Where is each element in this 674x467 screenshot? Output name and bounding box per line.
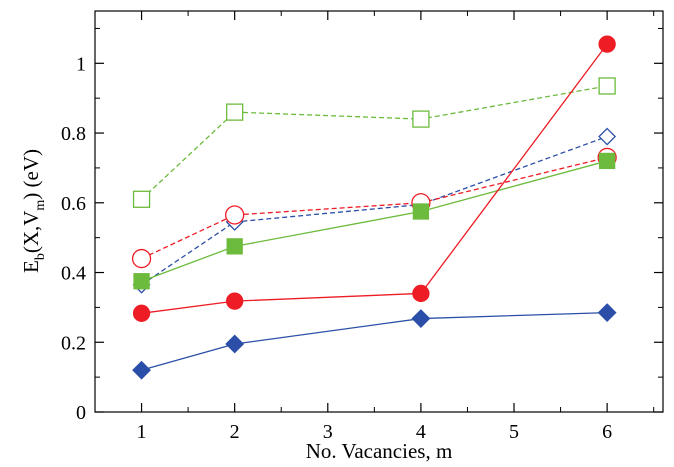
diamond-point: [598, 127, 617, 146]
y-axis-title: Eb(X,Vm) (eV): [19, 149, 48, 273]
diamond-point: [411, 309, 431, 328]
y-axis-title-group: Eb(X,Vm) (eV): [19, 149, 48, 273]
circle-point: [412, 284, 430, 303]
y-tick-label: 0.4: [61, 263, 86, 285]
y-tick-label: 0.8: [61, 123, 86, 145]
series-line: [141, 311, 608, 371]
circle-point: [226, 292, 244, 310]
series-line: [141, 43, 608, 314]
y-tick-label: 0.2: [61, 332, 86, 354]
square-point: [133, 273, 150, 290]
y-tick-label: 1: [76, 53, 86, 75]
x-tick-label: 1: [137, 421, 147, 443]
circle-point: [131, 248, 152, 269]
square-point: [226, 103, 244, 121]
series-4: [132, 35, 616, 322]
y-tick-label: 0.6: [61, 193, 86, 215]
square-point: [412, 110, 430, 128]
square-point: [226, 238, 243, 255]
series-0: [132, 77, 616, 208]
x-tick-label: 4: [416, 421, 426, 443]
x-tick-label: 2: [230, 421, 240, 443]
diamond-point: [597, 303, 617, 323]
axis-ticks: 1 2 3 4 5 6 0 0.2 0.4 0.6 0.8 1: [61, 11, 663, 443]
circle-point: [225, 205, 245, 225]
series-1: [132, 127, 617, 294]
x-tick-label: 6: [602, 421, 612, 443]
square-point: [132, 190, 151, 208]
square-point: [412, 203, 430, 220]
series-line: [141, 85, 608, 200]
square-point: [598, 152, 616, 170]
series-line: [141, 160, 608, 282]
series-layer: [131, 35, 617, 380]
plot-frame: [94, 10, 664, 413]
series-2: [131, 147, 617, 269]
series-3: [133, 152, 616, 290]
y-tick-label: 0: [76, 402, 86, 424]
x-tick-label: 3: [323, 421, 333, 443]
x-tick-label: 5: [509, 421, 519, 443]
series-line: [141, 135, 608, 286]
diamond-point: [225, 334, 245, 354]
x-axis-title: No. Vacancies, m: [306, 439, 453, 463]
circle-point: [132, 304, 151, 322]
circle-point: [598, 35, 616, 53]
series-line: [141, 156, 608, 260]
square-point: [598, 77, 616, 95]
diamond-point: [132, 360, 151, 380]
series-5: [132, 303, 617, 380]
